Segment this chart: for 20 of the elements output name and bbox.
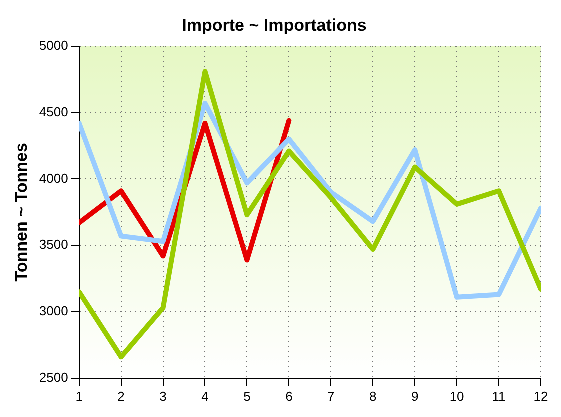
chart-title: Importe ~ Importations: [182, 16, 367, 35]
x-tick-label: 4: [202, 388, 209, 404]
y-tick-label: 5000: [39, 38, 68, 53]
x-tick-label: 11: [492, 388, 506, 404]
y-tick-label: 4000: [39, 170, 68, 186]
x-tick-label: 10: [450, 388, 464, 404]
y-tick-label: 3000: [39, 304, 68, 319]
x-tick-label: 1: [76, 388, 83, 404]
x-tick-label: 2: [118, 388, 125, 404]
x-tick-label: 12: [534, 388, 548, 404]
y-tick-label: 4500: [39, 104, 68, 120]
x-tick-label: 6: [286, 388, 293, 404]
x-tick-label: 9: [411, 388, 419, 404]
y-axis-title: Tonnen ~ Tonnes: [12, 143, 31, 282]
x-tick-label: 7: [328, 388, 335, 404]
y-tick-label: 3500: [39, 237, 68, 252]
x-tick-label: 8: [370, 388, 377, 404]
x-tick-label: 3: [160, 388, 167, 404]
y-tick-label: 2500: [39, 370, 68, 385]
x-tick-label: 5: [244, 388, 251, 404]
